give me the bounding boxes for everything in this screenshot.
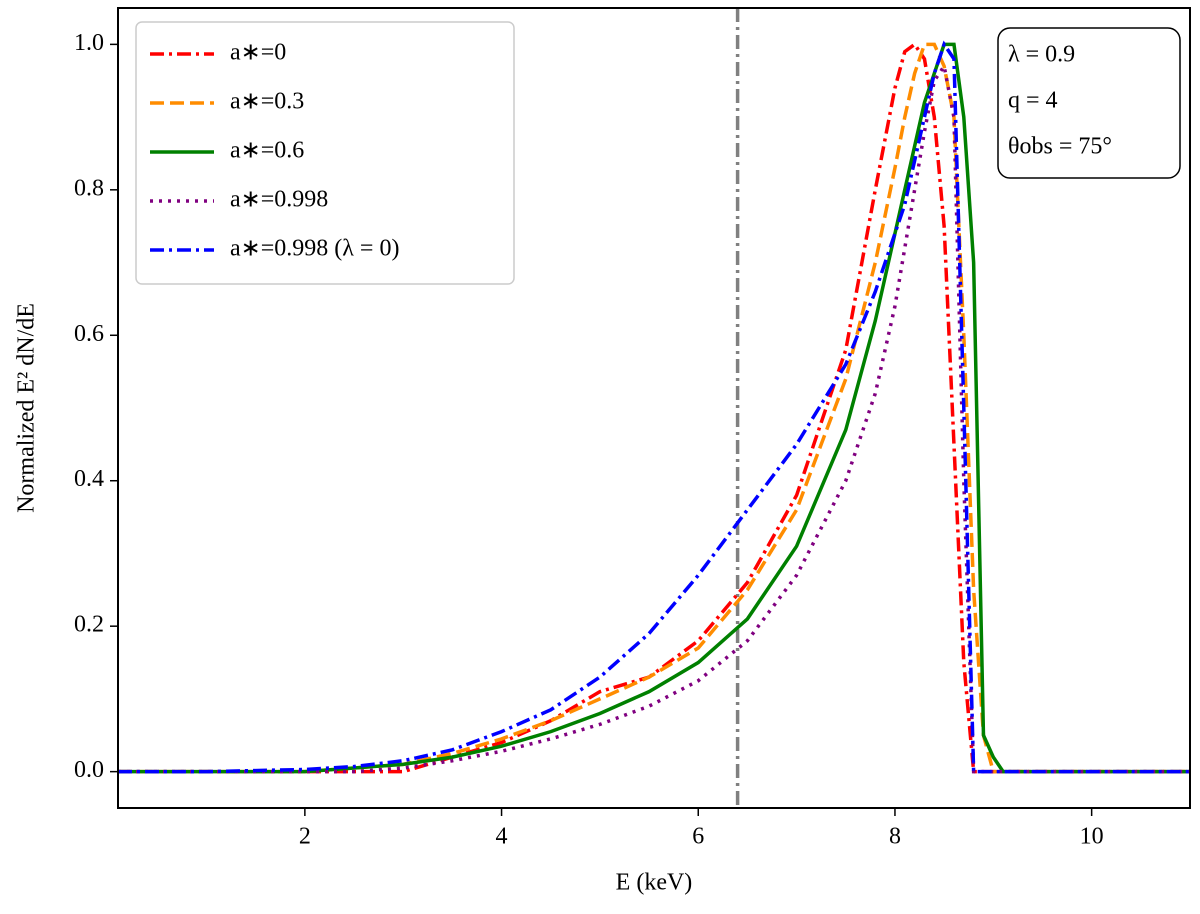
x-axis-label: E (keV) <box>616 870 693 896</box>
series-line <box>118 42 1190 774</box>
series-line <box>118 42 1190 774</box>
legend-label: a∗=0.998 <box>230 187 328 213</box>
x-tick-label: 2 <box>299 824 311 850</box>
annotation: θobs = 75° <box>1008 134 1112 160</box>
y-tick-label: 0.6 <box>74 321 104 347</box>
series-line <box>118 61 1190 774</box>
y-tick-label: 0.0 <box>74 757 104 783</box>
annotation-box <box>997 27 1181 179</box>
y-tick-label: 0.2 <box>74 612 104 638</box>
x-tick-label: 6 <box>692 824 704 850</box>
y-tick-label: 1.0 <box>74 30 104 56</box>
legend-label: a∗=0.998 (λ = 0) <box>230 236 399 262</box>
plot-frame <box>117 7 1191 809</box>
legend-label: a∗=0 <box>230 40 286 66</box>
y-axis-label: Normalized E² dN/dE <box>14 303 40 513</box>
legend-label: a∗=0.6 <box>230 138 304 164</box>
annotation: q = 4 <box>1008 88 1058 114</box>
x-tick-label: 4 <box>496 824 508 850</box>
series-line <box>118 40 1190 774</box>
x-tick-label: 10 <box>1080 824 1104 850</box>
x-tick-label: 8 <box>889 824 901 850</box>
legend-label: a∗=0.3 <box>230 89 304 115</box>
annotation: λ = 0.9 <box>1008 42 1075 68</box>
legend-box <box>135 21 515 285</box>
y-tick-label: 0.8 <box>74 175 104 201</box>
y-tick-label: 0.4 <box>74 466 104 492</box>
